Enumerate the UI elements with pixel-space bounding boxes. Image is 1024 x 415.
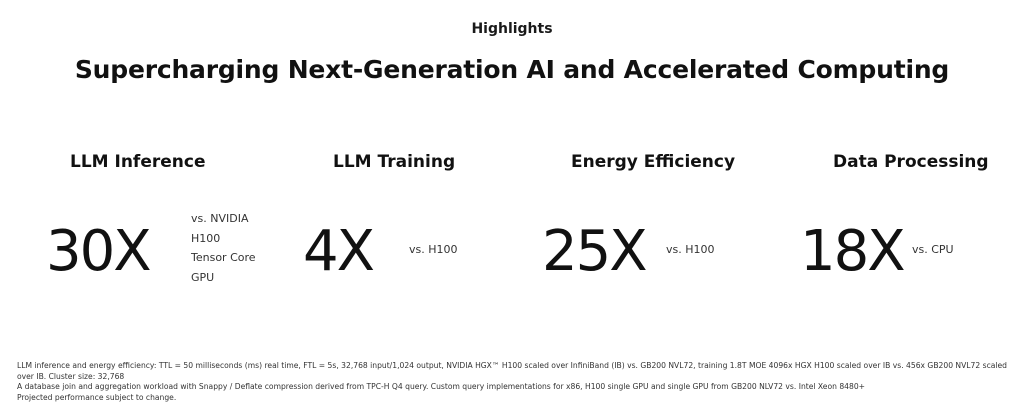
metric-value-energy-efficiency: 25X bbox=[542, 219, 648, 284]
metric-value-data-processing: 18X bbox=[800, 219, 906, 284]
footnote-llm: LLM inference and energy efficiency: TTL… bbox=[17, 361, 1008, 381]
metric-compare-data-processing: vs. CPU bbox=[912, 243, 954, 256]
page-title: Supercharging Next-Generation AI and Acc… bbox=[74, 55, 950, 84]
footnotes: LLM inference and energy efficiency: TTL… bbox=[17, 361, 1017, 403]
footnote-database: A database join and aggregation workload… bbox=[17, 382, 866, 391]
metric-value-llm-training: 4X bbox=[303, 219, 375, 284]
metric-title-data-processing: Data Processing bbox=[833, 152, 989, 172]
metric-title-energy-efficiency: Energy Efficiency bbox=[571, 152, 736, 172]
section-eyebrow: Highlights bbox=[471, 21, 553, 37]
metric-compare-llm-inference: vs. NVIDIA H100 Tensor Core GPU bbox=[191, 212, 256, 284]
metric-title-llm-training: LLM Training bbox=[333, 152, 456, 172]
metric-title-llm-inference: LLM Inference bbox=[70, 152, 206, 172]
metric-compare-llm-training: vs. H100 bbox=[409, 243, 458, 256]
metric-value-llm-inference: 30X bbox=[46, 219, 152, 284]
metric-compare-energy-efficiency: vs. H100 bbox=[666, 243, 715, 256]
footnote-disclaimer: Projected performance subject to change. bbox=[17, 392, 177, 402]
